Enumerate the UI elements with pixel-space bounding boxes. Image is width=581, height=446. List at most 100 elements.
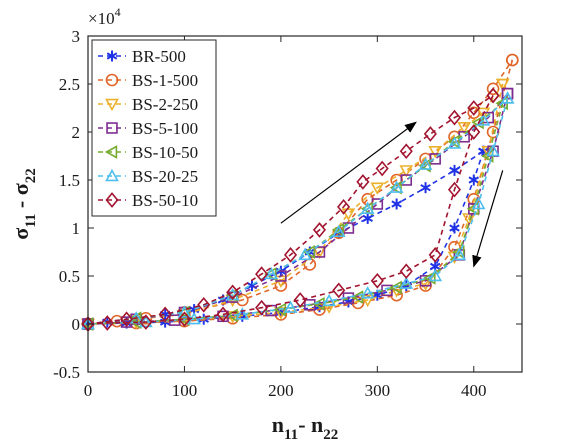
x-label-sub: 22	[323, 427, 338, 443]
legend-marker	[106, 50, 118, 62]
data-point	[389, 180, 402, 195]
data-point	[495, 78, 510, 92]
x-tick-label: 100	[172, 381, 198, 400]
data-point-stroke	[449, 166, 460, 175]
legend-marker	[105, 98, 119, 112]
data-point	[486, 87, 500, 104]
data-point	[298, 247, 312, 261]
y-tick-label: 1	[72, 219, 81, 238]
data-point	[331, 224, 346, 238]
x-label-part: n	[272, 412, 284, 437]
legend-marker	[105, 168, 119, 182]
loading-arrow	[280, 121, 417, 224]
y-label-sub: 11	[23, 214, 39, 228]
y-tick-label: 1.5	[59, 171, 80, 190]
series-line-loading	[87, 94, 494, 325]
data-point	[399, 263, 413, 280]
data-point	[449, 222, 460, 234]
data-point	[356, 174, 370, 190]
data-point	[428, 146, 443, 159]
data-point	[468, 174, 480, 186]
data-point	[486, 82, 500, 96]
data-point	[360, 201, 375, 214]
y-tick-label: 0	[72, 315, 81, 334]
y-multiplier-base: ×10	[88, 9, 115, 28]
data-point	[273, 302, 287, 317]
series-line-loading	[87, 102, 504, 325]
data-point	[362, 212, 373, 224]
y-tick-label: 2	[72, 123, 81, 142]
data-point	[360, 294, 375, 308]
plot-area	[80, 53, 519, 332]
series-line-unloading	[87, 95, 494, 325]
data-point	[449, 164, 460, 176]
data-point	[302, 245, 316, 259]
data-point	[447, 181, 462, 198]
data-point	[293, 292, 307, 308]
data-point	[197, 296, 211, 313]
data-point	[312, 222, 327, 238]
series-line-unloading	[87, 98, 509, 325]
legend-label: BR-500	[132, 47, 186, 66]
data-point	[255, 299, 269, 316]
data-point	[428, 268, 443, 282]
y-multiplier: ×104	[88, 5, 121, 28]
legend-marker	[105, 192, 119, 208]
y-label-part: σ	[8, 228, 33, 240]
data-point	[420, 182, 431, 194]
data-point	[457, 122, 471, 135]
legend-label: BS-5-100	[132, 119, 198, 138]
data-point	[139, 314, 153, 330]
data-point-stroke	[188, 305, 200, 314]
legend-item-bs-2-250: BS-2-250	[98, 95, 198, 114]
data-point	[375, 160, 389, 177]
data-point-stroke	[420, 184, 431, 192]
data-point	[447, 136, 462, 149]
data-point	[274, 307, 288, 320]
data-point	[471, 196, 486, 210]
y-label-part: - σ	[8, 183, 33, 213]
y-multiplier-exponent: 4	[115, 5, 121, 19]
legend-box	[91, 39, 217, 217]
data-point	[235, 307, 250, 320]
x-tick-label: 400	[461, 381, 487, 400]
data-point	[332, 282, 346, 299]
legend: BR-500 BS-1-500 BS-2-250 BS-5-100 BS-10-50 BS…	[91, 39, 217, 217]
y-tick-label: -0.5	[53, 363, 80, 382]
legend-label: BS-50-10	[132, 191, 198, 210]
data-point	[506, 53, 519, 67]
data-point-stroke	[362, 214, 373, 223]
data-point	[389, 180, 404, 193]
data-point	[100, 315, 114, 331]
series-line-loading	[87, 97, 509, 325]
data-point	[120, 311, 134, 328]
unloading-arrow	[472, 170, 504, 268]
y-label-sub: 22	[23, 168, 39, 183]
legend-marker-stroke	[106, 52, 118, 60]
data-point	[264, 266, 279, 280]
x-tick-label: 0	[84, 381, 93, 400]
data-point	[399, 143, 413, 160]
legend-item-bs-10-50: BS-10-50	[98, 143, 198, 162]
series-bs-50-10	[81, 87, 500, 332]
y-axis-label: σ11 - σ22	[8, 168, 39, 239]
data-point	[467, 124, 481, 140]
data-point	[177, 305, 192, 318]
x-label-sub: 11	[284, 427, 298, 443]
legend-marker	[105, 73, 119, 87]
data-point	[216, 306, 230, 323]
data-point	[447, 109, 462, 126]
data-point-stroke	[429, 262, 441, 271]
legend-marker	[106, 122, 118, 134]
data-point	[360, 286, 375, 299]
data-point	[429, 153, 441, 165]
data-point	[400, 174, 413, 186]
data-point	[486, 144, 500, 157]
legend-item-bs-1-500: BS-1-500	[98, 71, 198, 90]
data-point	[452, 247, 467, 261]
legend-marker	[104, 145, 118, 159]
x-axis-label: n11- n22	[272, 412, 339, 443]
data-point	[283, 247, 298, 263]
